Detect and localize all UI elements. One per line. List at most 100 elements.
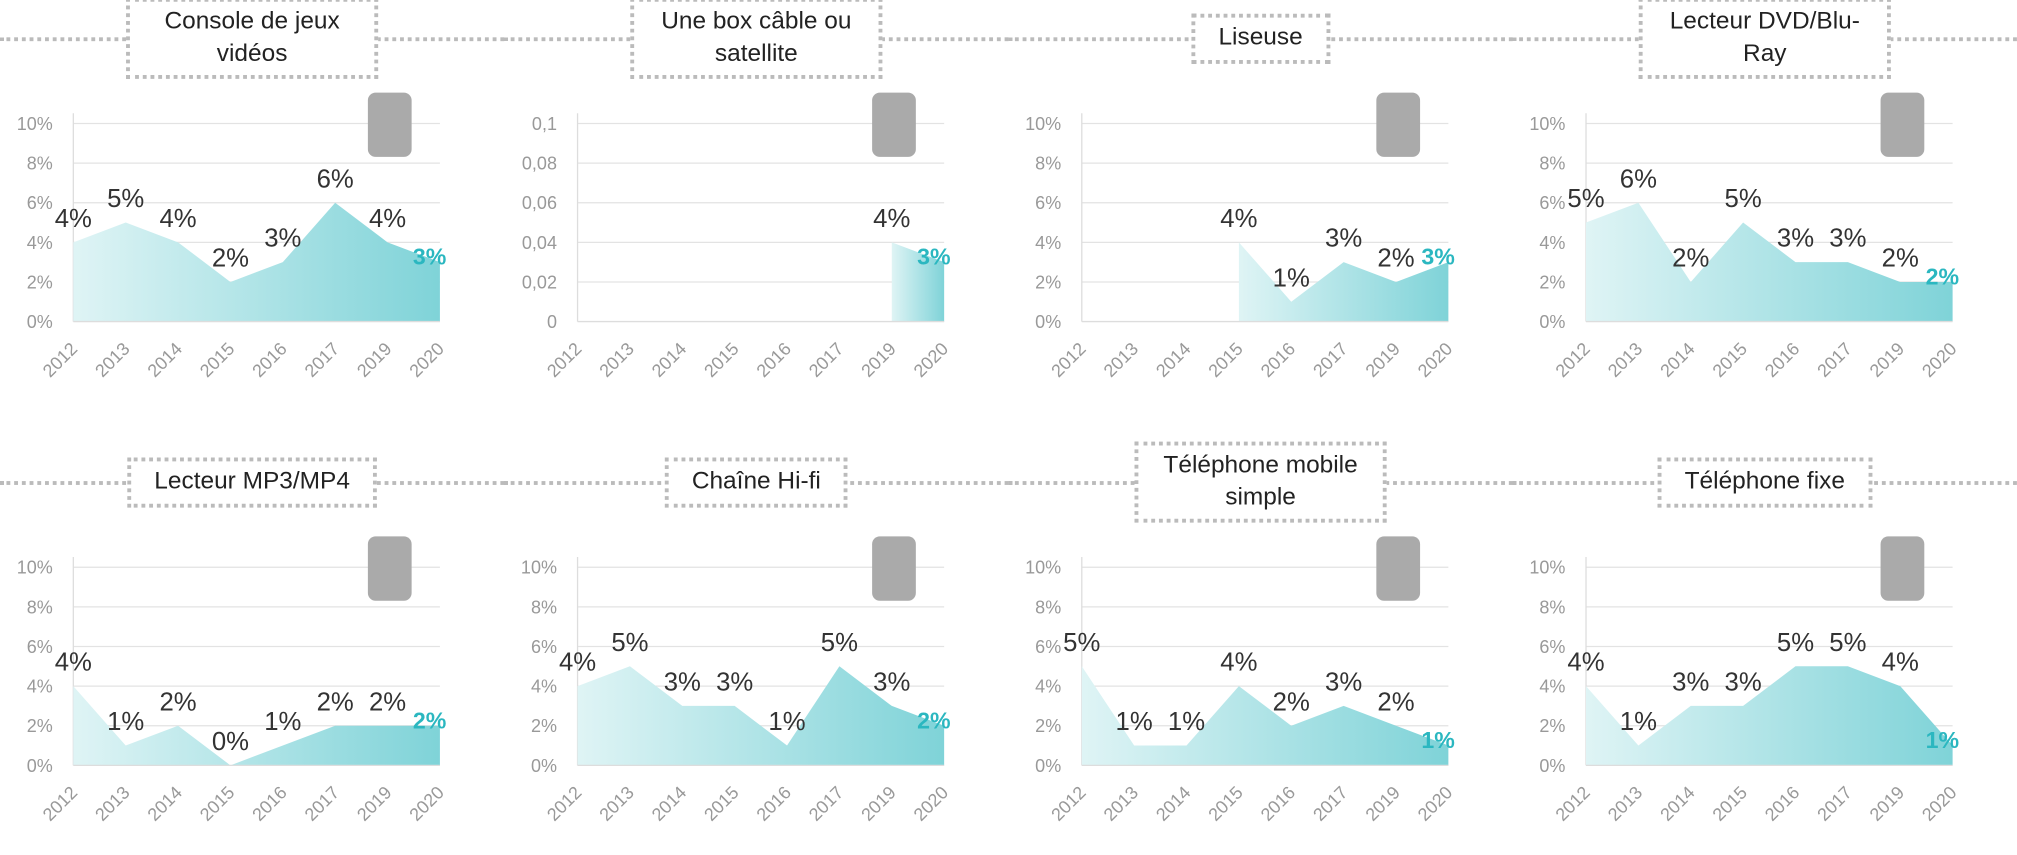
x-tick-label: 2015 xyxy=(700,782,742,824)
icon xyxy=(1376,92,1421,157)
x-tick-label: 2017 xyxy=(1309,782,1351,824)
x-tick-label: 2013 xyxy=(595,339,637,381)
x-tick-label: 2016 xyxy=(1761,782,1803,824)
data-label: 2% xyxy=(1377,245,1414,273)
data-label: 2% xyxy=(1926,264,1959,290)
x-tick-label: 2020 xyxy=(405,339,447,381)
data-label: 4% xyxy=(1220,649,1257,677)
x-tick-label: 2019 xyxy=(353,339,395,381)
y-tick-label: 6% xyxy=(1539,637,1565,657)
data-label: 3% xyxy=(1829,225,1866,253)
chart-title: Console de jeux vidéos xyxy=(126,0,379,80)
data-label: 6% xyxy=(317,165,354,193)
x-tick-label: 2014 xyxy=(648,782,690,824)
x-tick-label: 2019 xyxy=(857,339,899,381)
x-tick-label: 2016 xyxy=(1257,339,1299,381)
x-tick-label: 2020 xyxy=(405,782,447,824)
page: 0% 2% 4% 6% 8% 10% 2012 2013 2014 2015 2016 2017 201… xyxy=(0,0,2017,825)
x-tick-label: 2014 xyxy=(144,339,186,381)
data-label: 4% xyxy=(55,205,92,233)
data-label: 5% xyxy=(611,629,648,657)
icon xyxy=(367,536,412,601)
area xyxy=(891,242,945,322)
data-label: 1% xyxy=(1926,727,1959,753)
data-label: 2% xyxy=(413,707,446,733)
y-tick-label: 4% xyxy=(27,677,53,697)
data-label: 4% xyxy=(1567,649,1604,677)
x-tick-label: 2015 xyxy=(1709,782,1751,824)
data-label: 2% xyxy=(1882,245,1919,273)
x-tick-label: 2019 xyxy=(1362,339,1404,381)
chart-panel: 0% 2% 4% 6% 8% 10% 2012 2013 2014 2015 2016 2017 201… xyxy=(0,0,505,412)
data-label: 5% xyxy=(821,629,858,657)
chart-title: Téléphone mobile simple xyxy=(1134,441,1387,524)
data-label: 4% xyxy=(55,649,92,677)
data-label: 3% xyxy=(917,244,950,270)
x-tick-label: 2013 xyxy=(91,782,133,824)
y-tick-label: 2% xyxy=(531,716,557,736)
x-tick-label: 2012 xyxy=(1552,339,1594,381)
data-label: 3% xyxy=(264,225,301,253)
y-tick-label: 0% xyxy=(531,756,557,776)
data-label: 4% xyxy=(1220,205,1257,233)
data-label: 3% xyxy=(716,668,753,696)
x-tick-label: 2019 xyxy=(1866,782,1908,824)
x-tick-label: 2013 xyxy=(1604,339,1646,381)
icon xyxy=(1880,92,1925,157)
x-tick-label: 2012 xyxy=(39,782,81,824)
y-tick-label: 2% xyxy=(1539,716,1565,736)
y-tick-label: 8% xyxy=(1539,597,1565,617)
x-tick-label: 2015 xyxy=(196,339,238,381)
y-tick-label: 8% xyxy=(1035,154,1061,174)
x-tick-label: 2017 xyxy=(1813,339,1855,381)
data-label: 1% xyxy=(1116,708,1153,736)
y-tick-label: 0,08 xyxy=(522,154,557,174)
y-tick-label: 8% xyxy=(27,597,53,617)
x-tick-label: 2012 xyxy=(1047,339,1089,381)
y-tick-label: 8% xyxy=(531,597,557,617)
chart-title: Téléphone fixe xyxy=(1657,457,1872,508)
chart-title: Lecteur MP3/MP4 xyxy=(127,457,377,508)
data-label: 3% xyxy=(1325,225,1362,253)
data-label: 3% xyxy=(1672,668,1709,696)
chart-panel: 0% 2% 4% 6% 8% 10% 2012 2013 2014 2015 2016 2017 201… xyxy=(0,444,505,855)
data-label: 3% xyxy=(413,244,446,270)
x-tick-label: 2020 xyxy=(1918,782,1960,824)
data-label: 4% xyxy=(559,649,596,677)
data-label: 0% xyxy=(212,728,249,756)
data-label: 2% xyxy=(1377,688,1414,716)
x-tick-label: 2020 xyxy=(1414,339,1456,381)
data-label: 1% xyxy=(264,708,301,736)
y-tick-label: 0% xyxy=(1539,756,1565,776)
chart: 0% 2% 4% 6% 8% 10% 2012 2013 2014 2015 2016 2017 201… xyxy=(1025,536,1456,825)
icon xyxy=(1880,536,1925,601)
y-tick-label: 4% xyxy=(1035,233,1061,253)
x-tick-label: 2020 xyxy=(1918,339,1960,381)
x-tick-label: 2016 xyxy=(248,782,290,824)
x-tick-label: 2019 xyxy=(857,782,899,824)
x-tick-label: 2017 xyxy=(301,339,343,381)
data-label: 4% xyxy=(873,205,910,233)
area xyxy=(1586,202,1953,322)
x-tick-label: 2013 xyxy=(595,782,637,824)
data-label: 5% xyxy=(1829,629,1866,657)
x-tick-label: 2015 xyxy=(700,339,742,381)
y-tick-label: 0% xyxy=(1035,756,1061,776)
y-tick-label: 6% xyxy=(1035,193,1061,213)
x-tick-label: 2012 xyxy=(1047,782,1089,824)
data-label: 2% xyxy=(317,688,354,716)
y-tick-label: 6% xyxy=(27,637,53,657)
y-tick-label: 0% xyxy=(27,312,53,332)
icon xyxy=(367,92,412,157)
x-tick-label: 2012 xyxy=(543,339,585,381)
x-tick-label: 2020 xyxy=(910,339,952,381)
data-label: 4% xyxy=(159,205,196,233)
x-tick-label: 2016 xyxy=(1761,339,1803,381)
data-label: 3% xyxy=(873,668,910,696)
x-tick-label: 2016 xyxy=(753,339,795,381)
x-tick-label: 2012 xyxy=(1552,782,1594,824)
x-tick-label: 2015 xyxy=(1709,339,1751,381)
y-tick-label: 8% xyxy=(27,154,53,174)
data-label: 3% xyxy=(1325,668,1362,696)
x-tick-label: 2015 xyxy=(1204,782,1246,824)
